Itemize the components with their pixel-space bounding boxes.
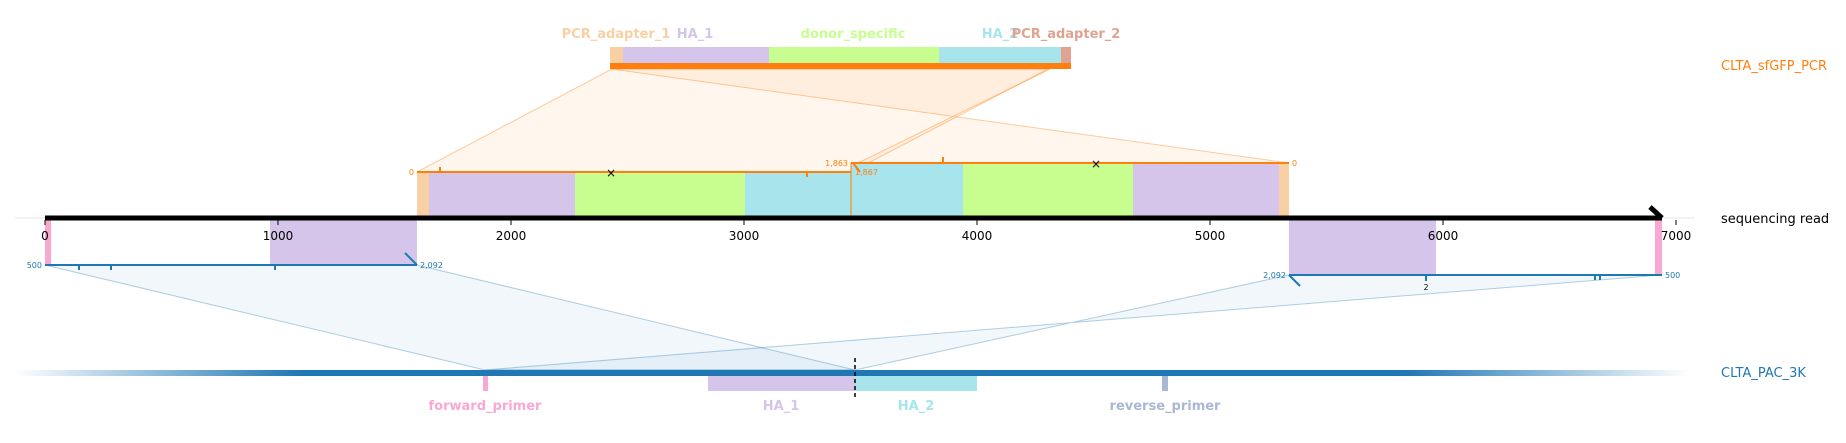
read-feature-forward-primer-right [1655, 218, 1662, 275]
feature-bar-reverse-primer [1162, 376, 1168, 391]
connection-lower-right [484, 274, 1663, 371]
axis-ticks: 0 1000 2000 3000 4000 5000 6000 7000 [41, 220, 1691, 243]
end-slash [1288, 274, 1301, 287]
lower-right-mid-label: 2 [1423, 283, 1428, 292]
feature-label-ha-2-bottom: HA_2 [898, 399, 935, 414]
feature-bar-pcr-adapter-2 [1061, 47, 1071, 63]
read-end-slash [1648, 205, 1664, 220]
axis-tick-label: 6000 [1428, 229, 1459, 243]
lower-left-start-label: 500 [27, 261, 42, 270]
read-feature-donor-specific-b [963, 163, 1133, 218]
read-upper-features [417, 163, 1289, 218]
feature-bar-donor-specific [769, 47, 939, 63]
feature-label-pcr-adapter-2: PCR_adapter_2 [1012, 27, 1121, 42]
axis-tick-label: 1000 [263, 229, 294, 243]
feature-label-pcr-adapter-1: PCR_adapter_1 [562, 27, 671, 42]
feature-bar-pcr-adapter-1 [610, 47, 623, 63]
feature-bar-ha-2-top [939, 47, 1061, 63]
top-reference: PCR_adapter_1 HA_1 donor_specific HA_2 P… [562, 27, 1827, 74]
bottom-reference: forward_primer HA_1 HA_2 reverse_primer … [15, 358, 1806, 414]
feature-label-ha-1-top: HA_1 [677, 27, 714, 42]
read-feature-pcr-adapter [417, 172, 429, 218]
axis-tick-label: 5000 [1195, 229, 1226, 243]
feature-label-ha-1-bottom: HA_1 [763, 399, 800, 414]
upper-right-start-label: 1,867 [855, 168, 878, 177]
read-feature-ha-2 [745, 172, 851, 218]
upper-right-end-label: 0 [1292, 159, 1297, 168]
read-feature-donor-specific [575, 172, 745, 218]
axis-tick-label: 3000 [729, 229, 760, 243]
feature-label-reverse-primer: reverse_primer [1110, 399, 1222, 414]
read-axis: 0 1000 2000 3000 4000 5000 6000 7000 sequencing… [15, 205, 1829, 243]
feature-label-ha-2-top: HA_2 [982, 27, 1019, 42]
read-feature-pcr-adapter-b [1279, 163, 1289, 218]
lower-alignment-lines: 500 2,092 2,092 2 500 [27, 252, 1680, 292]
reference-name-bottom: CLTA_PAC_3K [1721, 366, 1806, 381]
top-alignment-connections [416, 68, 1290, 173]
read-feature-ha-2-b [851, 163, 963, 218]
feature-bar-ha-1-top [623, 47, 769, 63]
deletion-marker: × [606, 166, 616, 180]
lower-right-end-label: 500 [1665, 271, 1680, 280]
read-name-label: sequencing read [1721, 212, 1829, 227]
feature-label-forward-primer: forward_primer [429, 399, 543, 414]
read-feature-ha-1 [429, 172, 575, 218]
read-feature-ha-1-lower-right [1289, 218, 1436, 275]
read-lower-features [45, 218, 1662, 275]
junction-slash [852, 162, 861, 173]
read-feature-ha-1-b [1133, 163, 1279, 218]
read-feature-forward-primer-left [45, 218, 51, 265]
end-slash [404, 252, 418, 266]
reference-bar-sfgfp [610, 63, 1071, 69]
feature-bar-forward-primer [483, 376, 488, 391]
feature-label-donor-specific: donor_specific [801, 27, 906, 42]
deletion-marker: × [1091, 157, 1101, 171]
axis-tick-label: 7000 [1661, 229, 1692, 243]
axis-tick-label: 0 [41, 229, 49, 243]
upper-left-start-label: 0 [409, 168, 414, 177]
feature-bar-ha-1-bottom [708, 376, 855, 391]
upper-alignment-lines: × × 0 1,863 1,867 0 [409, 157, 1297, 218]
axis-tick-label: 2000 [496, 229, 527, 243]
axis-tick-label: 4000 [962, 229, 993, 243]
lower-left-end-label: 2,092 [420, 261, 443, 270]
bottom-alignment-connections [44, 264, 1663, 371]
reference-name-top: CLTA_sfGFP_PCR [1721, 59, 1827, 74]
upper-left-end-label: 1,863 [825, 159, 848, 168]
lower-right-start-label: 2,092 [1263, 271, 1286, 280]
feature-bar-ha-2-bottom [855, 376, 977, 391]
read-feature-ha-1-lower [270, 218, 417, 265]
reference-bar-pac [15, 370, 1690, 376]
